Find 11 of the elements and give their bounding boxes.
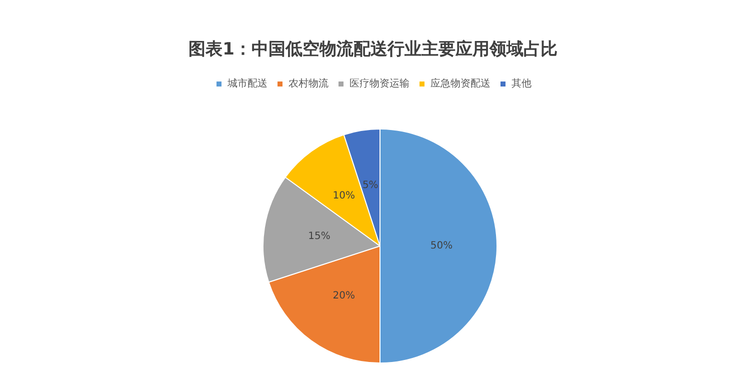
data-label: 10% — [332, 190, 355, 202]
data-label: 50% — [430, 240, 453, 252]
data-label: 20% — [332, 290, 355, 302]
legend-label: 城市配送 — [226, 78, 268, 90]
chart-title: 图表1：中国低空物流配送行业主要应用领域占比 — [188, 40, 558, 60]
legend-label: 农村物流 — [288, 78, 328, 90]
data-label: 15% — [308, 230, 330, 242]
legend-label: 其他 — [512, 78, 532, 90]
legend-label: 医疗物资运输 — [350, 78, 410, 90]
data-label: 5% — [362, 180, 378, 191]
legend-label: 应急物资配送 — [430, 78, 490, 90]
